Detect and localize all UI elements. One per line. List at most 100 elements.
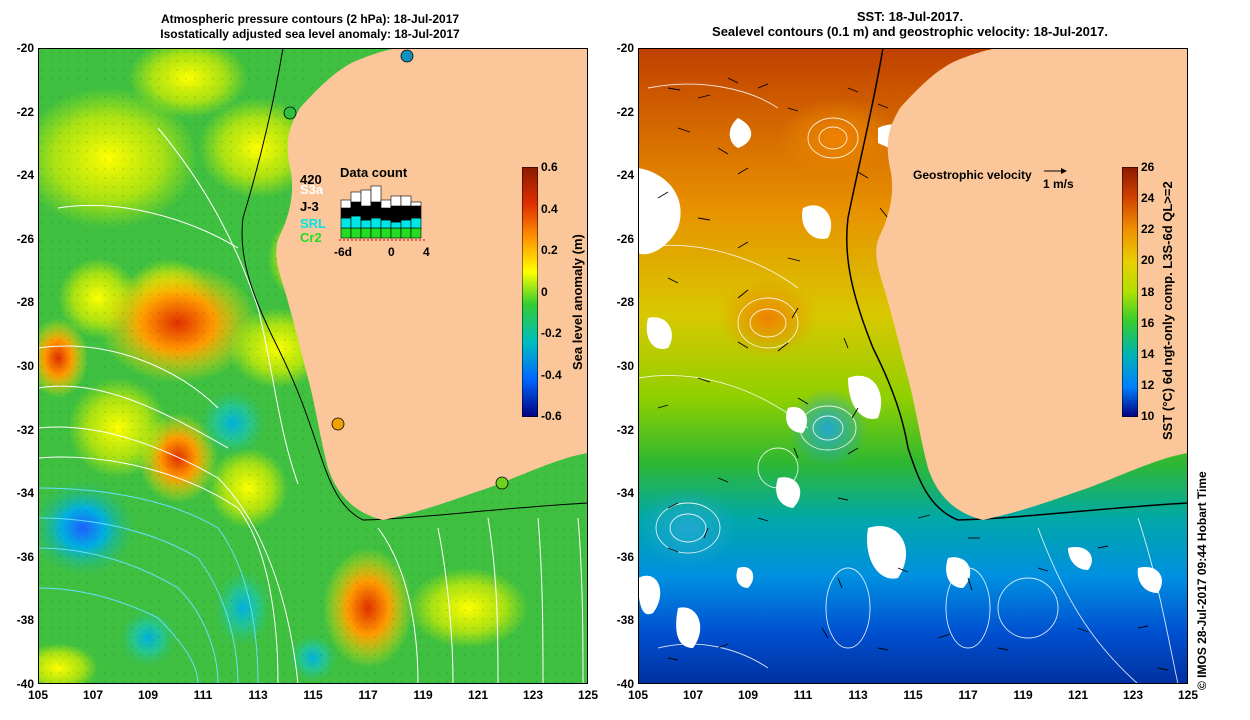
sst-colorbar-label: SST (°C) 6d ngt-only comp. L3S-6d QL>=2 <box>1160 181 1175 440</box>
longitude-tick-label: 117 <box>958 688 978 702</box>
data-count-bar-cr2 <box>380 227 392 239</box>
latitude-tick-label: -36 <box>616 549 634 564</box>
sst-colorbar-ticks: 26 24 22 20 18 16 14 12 10 <box>1141 160 1171 423</box>
latitude-tick-label: -22 <box>616 104 634 119</box>
sla-colorbar <box>522 167 538 417</box>
australia-landmass <box>276 48 588 520</box>
data-count-xtick: 0 <box>388 245 395 259</box>
cloud-gaps <box>638 118 1162 648</box>
data-count-bar-j3 <box>370 201 382 219</box>
velocity-scale-label: 1 m/s <box>1043 177 1074 191</box>
data-count-bar-j3 <box>380 207 392 221</box>
data-count-bar-cr2 <box>390 227 402 239</box>
sla-tick: 0.2 <box>541 243 558 257</box>
data-count-bar-srl <box>390 221 402 229</box>
data-count-bar-srl <box>340 217 352 229</box>
sst-tick: 24 <box>1141 191 1155 205</box>
longitude-tick-label: 105 <box>627 688 649 702</box>
latitude-tick-label: -36 <box>16 549 34 564</box>
data-count-bar-s3a <box>370 185 382 203</box>
data-count-bar-s3a <box>360 189 372 207</box>
data-count-bar-srl <box>370 217 382 229</box>
data-count-bar-s3a <box>350 191 362 203</box>
sla-tick: -0.4 <box>541 368 562 382</box>
longitude-tick-label: 113 <box>848 688 868 702</box>
data-count-bar-s3a <box>400 195 412 207</box>
latitude-tick-label: -30 <box>16 359 34 373</box>
sst-map <box>638 48 1188 684</box>
latitude-tick-label: -20 <box>16 41 34 55</box>
pressure-contours <box>38 127 584 684</box>
data-count-bar-j3 <box>400 205 412 221</box>
sst-tick: 18 <box>1141 285 1155 299</box>
mission-srl: SRL <box>300 216 326 231</box>
longitude-tick-label: 109 <box>137 688 159 702</box>
data-count-bar-srl <box>410 217 422 229</box>
imos-credit: © IMOS 28-Jul-2017 09:44 Hobart Time <box>1195 471 1209 690</box>
latitude-tick-label: -30 <box>616 359 634 373</box>
sst-tick: 14 <box>1141 347 1155 361</box>
data-count-bar-srl <box>360 219 372 229</box>
sst-colorbar <box>1122 167 1138 417</box>
data-count-bar-cr2 <box>400 227 412 239</box>
data-count-bar-cr2 <box>370 227 382 239</box>
latitude-tick-label: -38 <box>616 613 634 628</box>
sst-tick: 22 <box>1141 222 1155 236</box>
sea-level-anomaly-map <box>38 48 588 684</box>
longitude-tick-label: 107 <box>682 688 704 702</box>
sla-colorbar-ticks: 0.6 0.4 0.2 0 -0.2 -0.4 -0.6 <box>541 160 581 423</box>
sst-tick: 12 <box>1141 378 1155 392</box>
latitude-tick-label: -38 <box>16 613 34 628</box>
data-count-bar-s3a <box>390 195 402 207</box>
data-count-bar-srl <box>350 215 362 229</box>
data-count-bar-j3 <box>410 205 422 219</box>
latitude-tick-label: -32 <box>616 422 634 437</box>
tide-gauge-marker <box>400 49 414 63</box>
longitude-tick-label: 105 <box>27 688 49 702</box>
longitude-tick-label: 115 <box>903 688 923 702</box>
latitude-tick-label: -24 <box>616 168 634 183</box>
data-count-bar-j3 <box>390 205 402 223</box>
longitude-tick-label: 113 <box>248 688 268 702</box>
right-panel-title: SST: 18-Jul-2017. Sealevel contours (0.1… <box>660 9 1160 39</box>
data-count-xtick: 4 <box>423 245 430 259</box>
data-count-bar-j3 <box>350 201 362 217</box>
longitude-tick-label: 115 <box>303 688 323 702</box>
latitude-tick-label: -40 <box>616 677 634 691</box>
longitude-tick-label: 111 <box>193 688 213 702</box>
mission-j3: J-3 <box>300 199 319 214</box>
longitude-tick-label: 109 <box>737 688 759 702</box>
data-count-xtick: -6d <box>334 245 352 259</box>
longitude-tick-label: 119 <box>1013 688 1033 702</box>
map-frame <box>38 48 588 684</box>
data-count-bar-cr2 <box>350 227 362 239</box>
sla-colorbar-label: Sea level anomaly (m) <box>570 234 585 370</box>
shelf-contour <box>845 48 1188 521</box>
latitude-tick-label: -34 <box>616 486 634 501</box>
latitude-tick-label: -26 <box>616 231 634 246</box>
data-count-bar-s3a <box>410 201 422 207</box>
tide-gauge-marker <box>331 417 345 431</box>
right-title-line2: Sealevel contours (0.1 m) and geostrophi… <box>712 24 1108 39</box>
data-count-bar-j3 <box>360 205 372 221</box>
left-title-line1: Atmospheric pressure contours (2 hPa): 1… <box>160 12 460 26</box>
data-count-bar-cr2 <box>340 227 352 239</box>
latitude-tick-label: -26 <box>16 231 34 246</box>
sst-tick: 26 <box>1141 160 1155 174</box>
shelf-contour <box>241 48 588 521</box>
latitude-tick-label: -22 <box>16 104 34 119</box>
data-count-max: 420 <box>300 172 322 187</box>
sealevel-contours <box>638 83 1179 684</box>
sla-tick: -0.2 <box>541 326 562 340</box>
data-count-bars <box>339 185 427 241</box>
longitude-tick-label: 111 <box>793 688 813 702</box>
data-count-bar-srl <box>380 219 392 229</box>
latitude-tick-label: -24 <box>16 168 34 183</box>
map-frame <box>638 48 1188 684</box>
latitude-tick-label: -40 <box>16 677 34 691</box>
data-count-bar-cr2 <box>410 227 422 239</box>
longitude-tick-label: 121 <box>467 688 489 702</box>
sst-tick: 10 <box>1141 409 1155 423</box>
tide-gauge-marker <box>283 106 297 120</box>
velocity-scale-arrow <box>1044 168 1067 174</box>
